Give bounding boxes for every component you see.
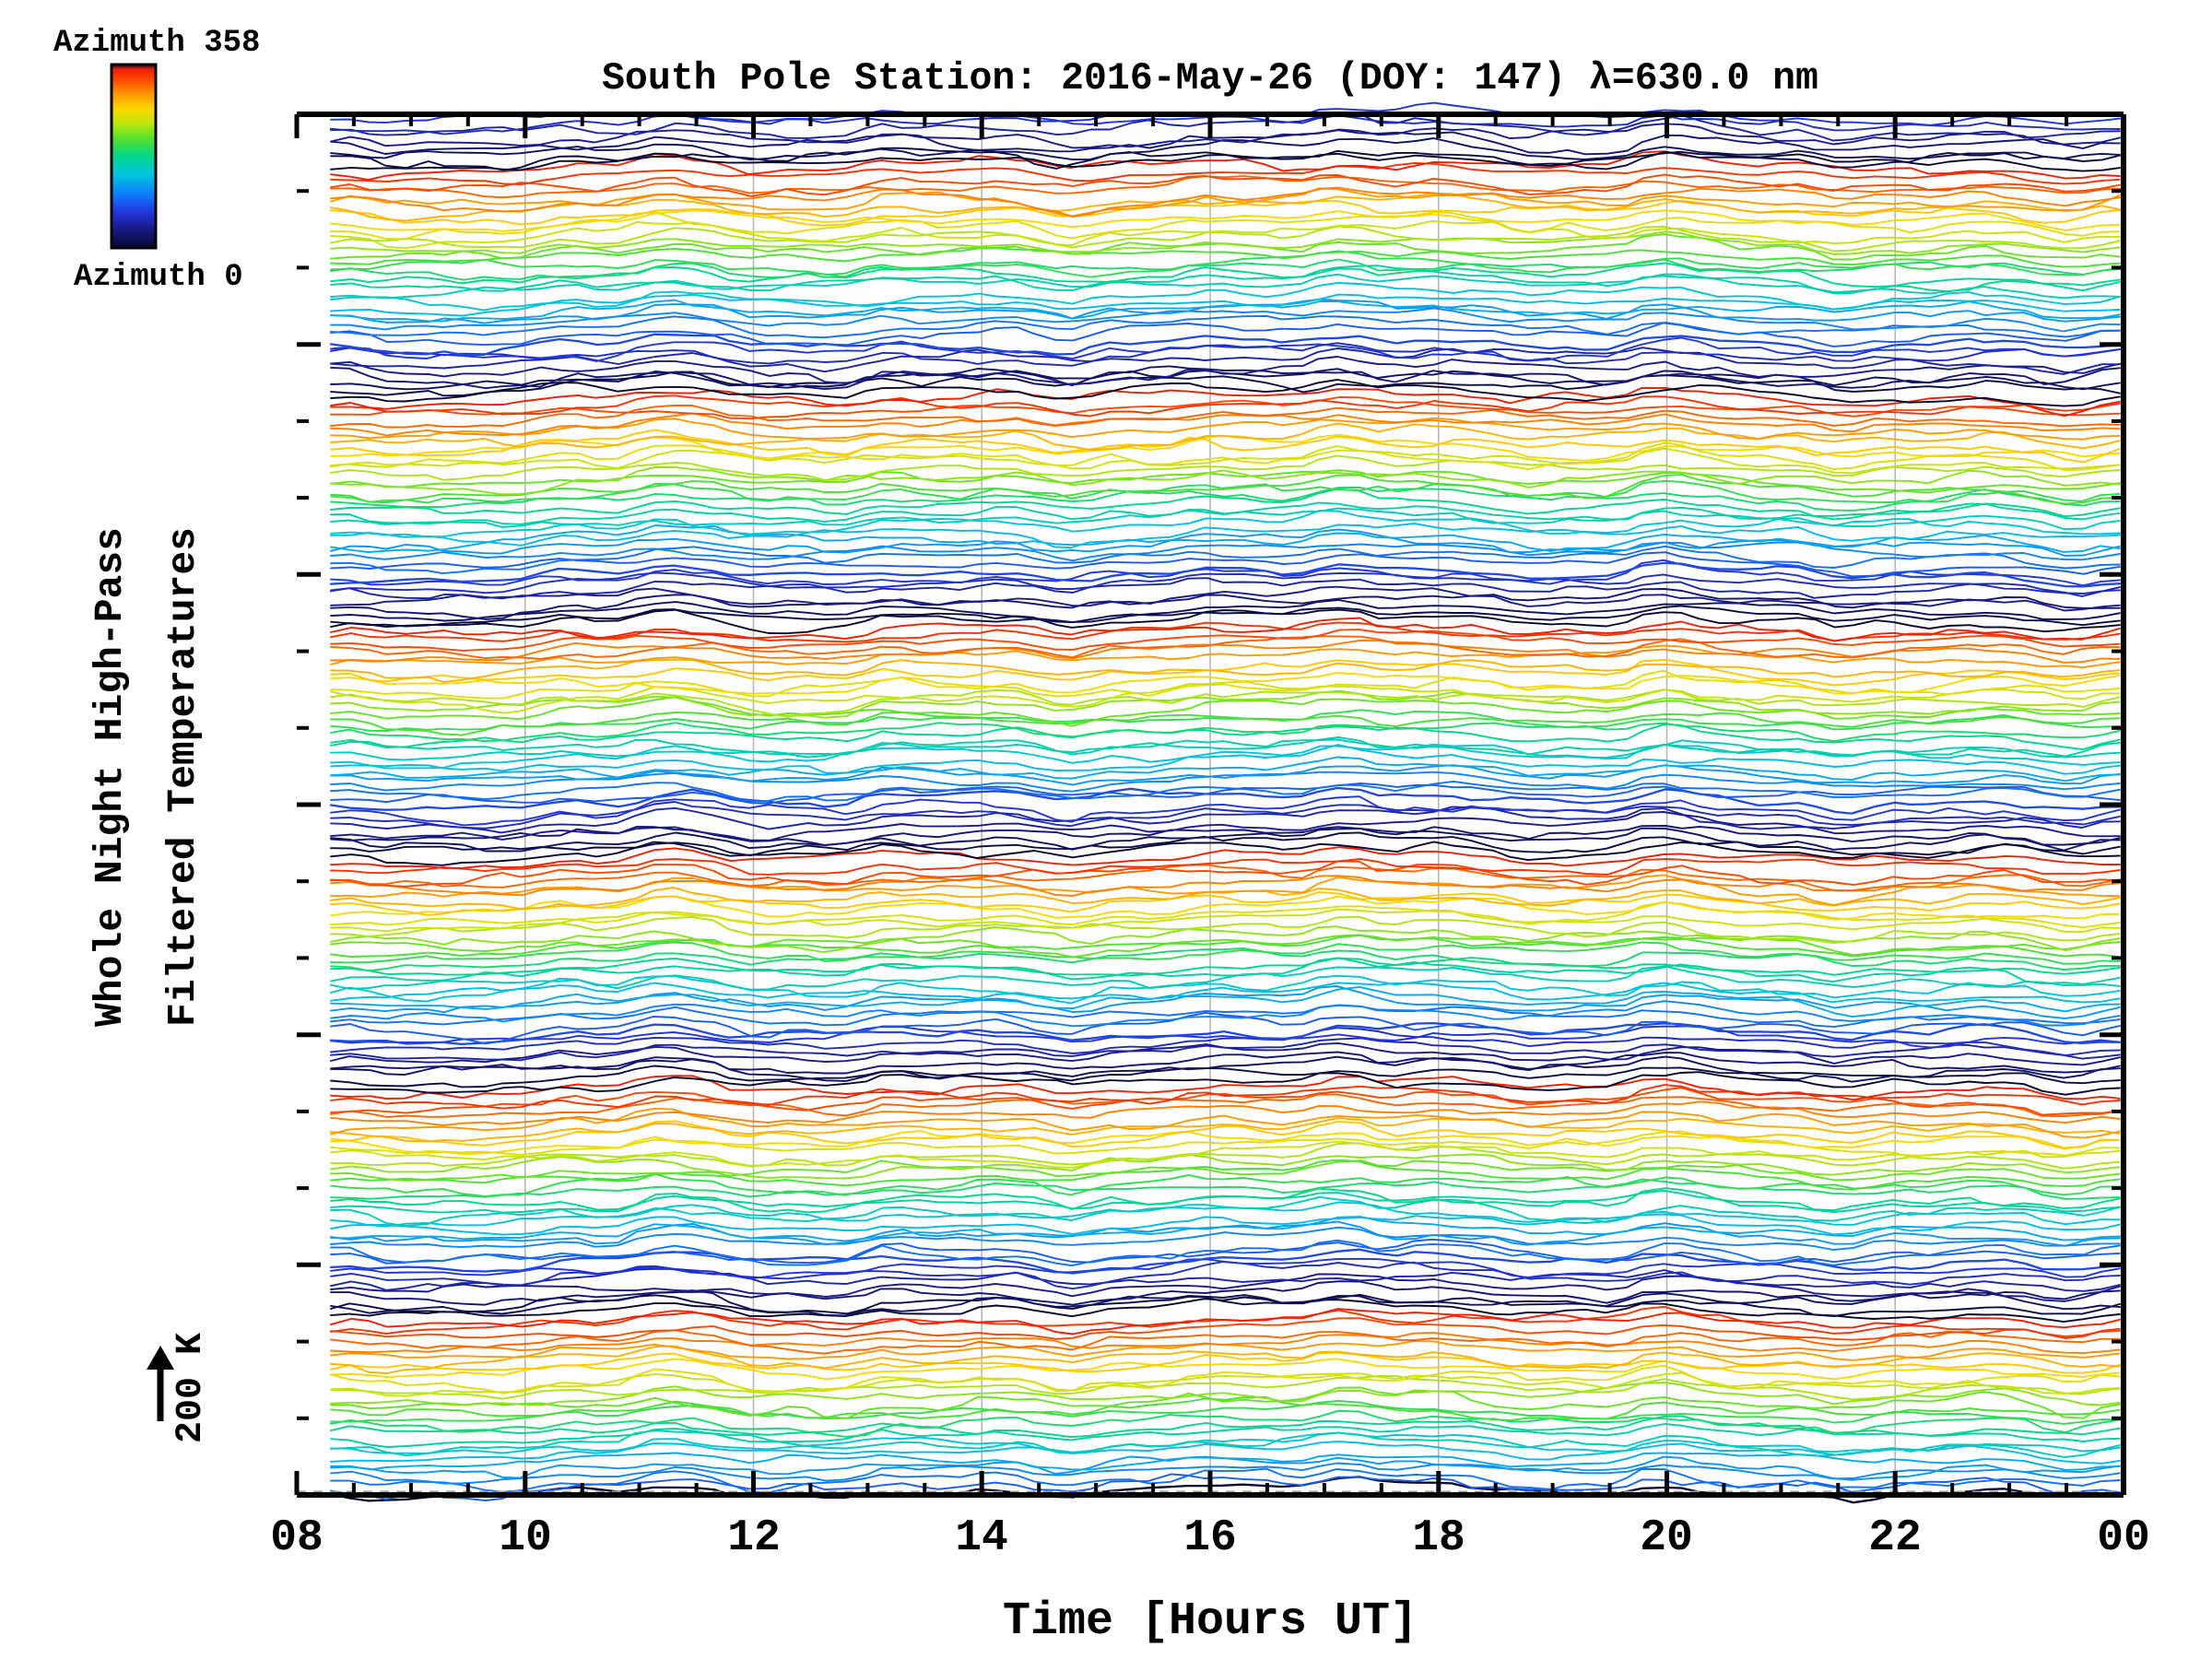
svg-text:16: 16 [1183,1513,1237,1563]
svg-text:20: 20 [1640,1513,1693,1563]
svg-text:South Pole Station: 2016-May-2: South Pole Station: 2016-May-26 (DOY: 14… [602,57,1818,100]
svg-text:08: 08 [270,1513,324,1563]
svg-text:12: 12 [727,1513,781,1563]
svg-text:18: 18 [1412,1513,1465,1563]
svg-text:Whole Night High-Pass: Whole Night High-Pass [88,527,133,1027]
svg-text:Azimuth 0: Azimuth 0 [74,260,243,295]
svg-text:200 K: 200 K [171,1333,212,1443]
svg-text:Azimuth 358: Azimuth 358 [53,26,260,61]
svg-text:Time [Hours UT]: Time [Hours UT] [1003,1595,1418,1648]
svg-text:00: 00 [2097,1513,2150,1563]
svg-text:14: 14 [955,1513,1008,1563]
svg-text:Filtered Temperatures: Filtered Temperatures [160,527,206,1027]
svg-text:22: 22 [1868,1513,1922,1563]
svg-text:10: 10 [499,1513,552,1563]
